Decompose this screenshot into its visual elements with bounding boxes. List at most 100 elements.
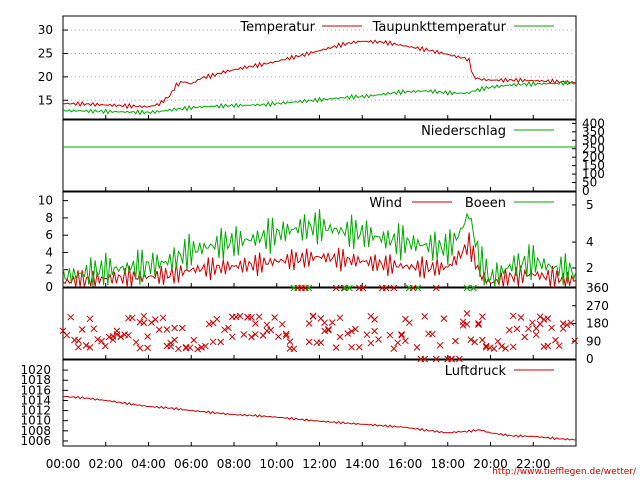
y-tick-label: 6 xyxy=(45,228,53,242)
wind-direction-point xyxy=(386,331,394,339)
wind-direction-point xyxy=(521,333,529,341)
y-tick-label: 360 xyxy=(586,281,609,295)
legend-label: Luftdruck xyxy=(445,364,507,379)
wind-direction-point xyxy=(371,327,378,335)
wind-direction-point xyxy=(252,330,259,338)
x-tick-label: 06:00 xyxy=(174,457,209,471)
y-tick-label: 300 xyxy=(582,133,605,147)
wind-direction-point xyxy=(186,344,194,352)
y-tick-label: 20 xyxy=(38,70,53,84)
wind-direction-point xyxy=(171,324,178,332)
x-tick-label: 18:00 xyxy=(430,457,465,471)
wind-direction-point xyxy=(117,333,125,341)
wind-direction-point xyxy=(213,315,221,323)
wind-direction-point-green xyxy=(305,284,313,292)
series-line-temperatur xyxy=(62,39,577,110)
wind-direction-point xyxy=(109,333,117,340)
wind-direction-point xyxy=(248,333,255,341)
wind-direction-point xyxy=(259,332,267,339)
wind-direction-point xyxy=(571,337,579,345)
wind-direction-point xyxy=(282,330,290,338)
wind-direction-point xyxy=(63,331,71,339)
wind-direction-point xyxy=(236,312,244,320)
wind-direction-point xyxy=(263,321,271,329)
y-tick-label: 400 xyxy=(582,116,605,130)
wind-direction-point xyxy=(363,331,371,339)
x-tick-label: 16:00 xyxy=(388,457,423,471)
wind-direction-point xyxy=(440,315,448,322)
y-tick-label: 0 xyxy=(586,352,594,366)
y2-tick-label: 5 xyxy=(586,198,594,212)
wind-direction-point-green xyxy=(346,284,353,292)
wind-direction-point xyxy=(405,319,413,327)
wind-direction-point xyxy=(555,342,563,350)
y2-tick-label: 4 xyxy=(586,235,594,249)
legend-label: Wind xyxy=(369,196,402,211)
wind-direction-point xyxy=(125,331,132,339)
y-tick-label: 2 xyxy=(45,263,53,277)
wind-direction-point xyxy=(228,333,236,341)
y-tick-label: 250 xyxy=(582,142,605,156)
wind-direction-point xyxy=(175,345,182,353)
wind-direction-point xyxy=(421,313,429,320)
wind-direction-point xyxy=(359,284,367,292)
y-tick-label: 90 xyxy=(586,334,601,348)
y-tick-label: 1012 xyxy=(20,404,51,418)
wind-direction-point xyxy=(463,310,471,317)
wind-direction-point xyxy=(494,337,502,345)
wind-direction-point xyxy=(82,342,90,349)
wind-direction-point xyxy=(144,344,151,352)
y-tick-label: 1020 xyxy=(20,363,51,377)
y-tick-label: 0 xyxy=(582,184,590,198)
wind-direction-point xyxy=(221,326,228,334)
wind-direction-point xyxy=(98,337,105,345)
wind-direction-point xyxy=(371,316,378,323)
wind-direction-point xyxy=(525,325,532,333)
wind-direction-point xyxy=(394,339,402,347)
x-tick-label: 04:00 xyxy=(131,457,166,471)
x-tick-label: 20:00 xyxy=(473,457,508,471)
wind-direction-point xyxy=(278,320,286,328)
legend-label: Niederschlag xyxy=(421,124,506,139)
wind-direction-point xyxy=(325,325,332,333)
wind-direction-point xyxy=(375,336,382,343)
wind-direction-point xyxy=(67,313,75,321)
y-tick-label: 0 xyxy=(45,280,53,294)
wind-direction-point xyxy=(275,333,282,340)
labels-layer: 00:00 02:00 04:00 06:00 08:00 10:00 12:00 14:00… xyxy=(20,20,608,471)
wind-direction-point xyxy=(513,325,521,333)
credit-link[interactable]: http://www.tiefflegen.de/wetter/ xyxy=(492,467,637,477)
y-tick-label: 150 xyxy=(582,159,605,173)
wind-direction-point xyxy=(309,313,317,320)
wind-direction-point xyxy=(509,312,517,320)
wind-direction-point xyxy=(202,342,209,350)
wind-direction-point xyxy=(552,336,559,344)
wind-direction-point xyxy=(398,331,405,339)
wind-direction-point xyxy=(336,333,344,341)
wind-direction-point xyxy=(559,320,567,327)
wind-direction-point xyxy=(155,326,163,333)
wind-direction-point xyxy=(151,316,159,323)
y-tick-label: 4 xyxy=(45,245,53,259)
x-tick-label: 22:00 xyxy=(516,457,551,471)
wind-direction-point xyxy=(471,338,479,346)
wind-direction-point xyxy=(305,320,313,327)
legend-label: Temperatur xyxy=(239,20,315,35)
wind-direction-point xyxy=(348,327,355,335)
wind-direction-point xyxy=(517,314,525,321)
wind-direction-point xyxy=(432,355,440,363)
x-tick-label: 14:00 xyxy=(345,457,380,471)
wind-direction-point xyxy=(252,320,259,327)
y-tick-label: 200 xyxy=(582,150,605,164)
y-tick-label: 270 xyxy=(586,299,609,313)
wind-direction-point xyxy=(109,336,117,344)
wind-direction-point xyxy=(509,343,517,351)
x-tick-label: 08:00 xyxy=(217,457,252,471)
wind-direction-point xyxy=(190,336,198,344)
wind-direction-point xyxy=(286,338,294,345)
wind-direction-point xyxy=(544,342,552,350)
y-tick-label: 1018 xyxy=(20,373,51,387)
y-tick-label: 1008 xyxy=(20,424,51,438)
series-layer xyxy=(59,39,579,441)
